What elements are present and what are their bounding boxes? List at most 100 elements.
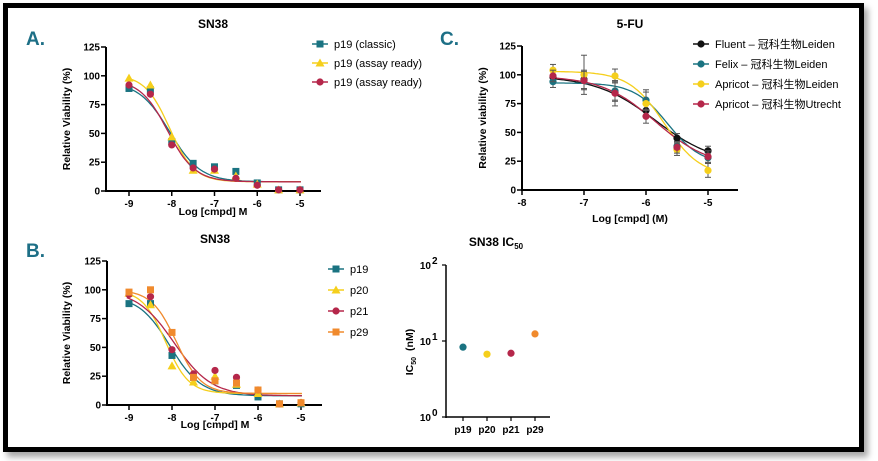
data-point-2: [296, 186, 304, 194]
chart-title: SN38: [200, 232, 230, 246]
panel-label-c: C.: [440, 29, 459, 50]
data-point-p21: [507, 349, 515, 357]
data-point-1: [124, 73, 134, 82]
data-point-3: [168, 328, 176, 336]
y-tick-label: 10: [420, 261, 432, 272]
x-tick-label: p29: [526, 425, 544, 436]
data-point-1: [167, 361, 177, 370]
data-point-3: [254, 386, 262, 394]
data-point-0: [125, 300, 133, 308]
data-point-2: [168, 346, 176, 354]
data-point-0: [146, 86, 154, 94]
tick-base: 10: [420, 413, 432, 424]
y-label-subscript: 50: [411, 357, 418, 365]
y-tick-label: 75: [89, 100, 101, 111]
legend-label: p21: [350, 306, 368, 318]
legend-marker: [332, 328, 340, 336]
data-point-2: [189, 164, 197, 172]
chart-c-5fu: 5-FU 0 25 50 75 100 125 -8 -7 -6 -5 Log [cmpd] (M) R…: [477, 17, 841, 225]
data-point-2: [642, 100, 650, 108]
x-tick-label: -6: [253, 199, 262, 210]
x-tick-label: p21: [502, 425, 520, 436]
legend-marker: [331, 285, 341, 294]
x-tick-label: -8: [518, 198, 527, 209]
chart-title: SN38 IC50: [469, 235, 524, 251]
chart-title-main: SN38 IC: [469, 235, 515, 249]
y-tick-exponent: 2: [432, 256, 438, 267]
fit-curve-2: [549, 70, 710, 169]
data-point-p29: [531, 330, 539, 338]
fit-curve-2: [126, 83, 301, 183]
data-point-3: [642, 112, 650, 120]
data-point-2: [253, 181, 261, 189]
data-point-3: [276, 400, 283, 408]
y-tick-label: 50: [89, 129, 101, 140]
legend-label: p19 (assay ready): [334, 77, 422, 89]
legend-marker: [697, 80, 705, 88]
tick-base: 10: [420, 261, 432, 272]
legend-marker: [316, 40, 324, 48]
chart-title: SN38: [198, 17, 228, 31]
legend-label: p20: [350, 285, 368, 297]
x-tick-label: -6: [642, 198, 651, 209]
data-point-1: [145, 80, 155, 89]
x-axis-label: Log [cmpd] M: [179, 206, 248, 218]
legend-marker: [332, 265, 340, 273]
chart-b-sn38: SN38 0 25 50 75 100 125 -9 -8 -7 -6 -5 Log [cmpd] M R…: [61, 232, 368, 431]
fit-curve-2: [126, 296, 302, 397]
data-point-1: [167, 132, 177, 141]
x-tick-label: p19: [454, 425, 472, 436]
y-axis-label: Relative viability (%): [477, 67, 489, 169]
y-tick-label: 0: [94, 187, 100, 198]
legend-label: Felix – 冠科生物Leiden: [715, 57, 828, 71]
data-point-2: [704, 166, 712, 175]
data-point-3: [297, 399, 305, 407]
y-tick-label: 75: [505, 99, 517, 110]
data-point-2: [146, 90, 154, 98]
y-tick-label: 10: [420, 337, 432, 348]
data-point-3: [549, 72, 557, 80]
data-point-1: [189, 377, 198, 386]
y-tick-label: 25: [90, 372, 102, 383]
y-tick-label: 0: [95, 401, 101, 412]
y-tick-label: 100: [83, 71, 100, 82]
data-point-3: [147, 286, 154, 294]
y-tick-label: 25: [505, 157, 517, 168]
y-axis-label: IC50 (nM): [404, 329, 418, 375]
figure-frame: [3, 3, 864, 452]
data-point-3: [211, 377, 219, 385]
data-point-0: [189, 159, 197, 167]
data-point-3: [704, 152, 712, 161]
x-tick-label: -5: [704, 198, 713, 209]
legend-marker: [697, 60, 705, 68]
tick-base: 10: [420, 337, 432, 348]
fit-curve-1: [549, 82, 710, 159]
data-point-2: [211, 366, 219, 375]
y-axis-label: Relative Viability (%): [61, 68, 73, 171]
x-axis-label: Log [cmpd] M: [181, 419, 250, 431]
y-tick-label: 100: [84, 285, 101, 296]
y-tick-label: 125: [83, 43, 100, 54]
x-tick-label: -7: [210, 199, 219, 210]
data-point-2: [275, 186, 283, 194]
data-point-0: [673, 134, 681, 142]
legend-marker: [316, 78, 324, 86]
x-tick-label: -5: [296, 199, 305, 210]
chart-title: 5-FU: [617, 17, 644, 31]
y-tick-exponent: 0: [432, 408, 438, 419]
data-point-3: [125, 288, 133, 296]
panel-label-a: A.: [26, 29, 45, 50]
data-point-p19: [459, 343, 467, 351]
data-point-3: [190, 373, 197, 381]
fit-curve-3: [126, 291, 302, 395]
legend-label: Fluent – 冠科生物Leiden: [715, 37, 835, 51]
x-tick-label: p20: [478, 425, 496, 436]
data-point-3: [580, 76, 588, 85]
data-point-p20: [483, 350, 491, 358]
y-tick-label: 100: [499, 70, 516, 81]
x-axis-label: Log [cmpd] (M): [592, 213, 668, 225]
data-point-2: [125, 81, 133, 89]
data-point-3: [611, 89, 619, 97]
y-tick-label: 50: [90, 343, 102, 354]
